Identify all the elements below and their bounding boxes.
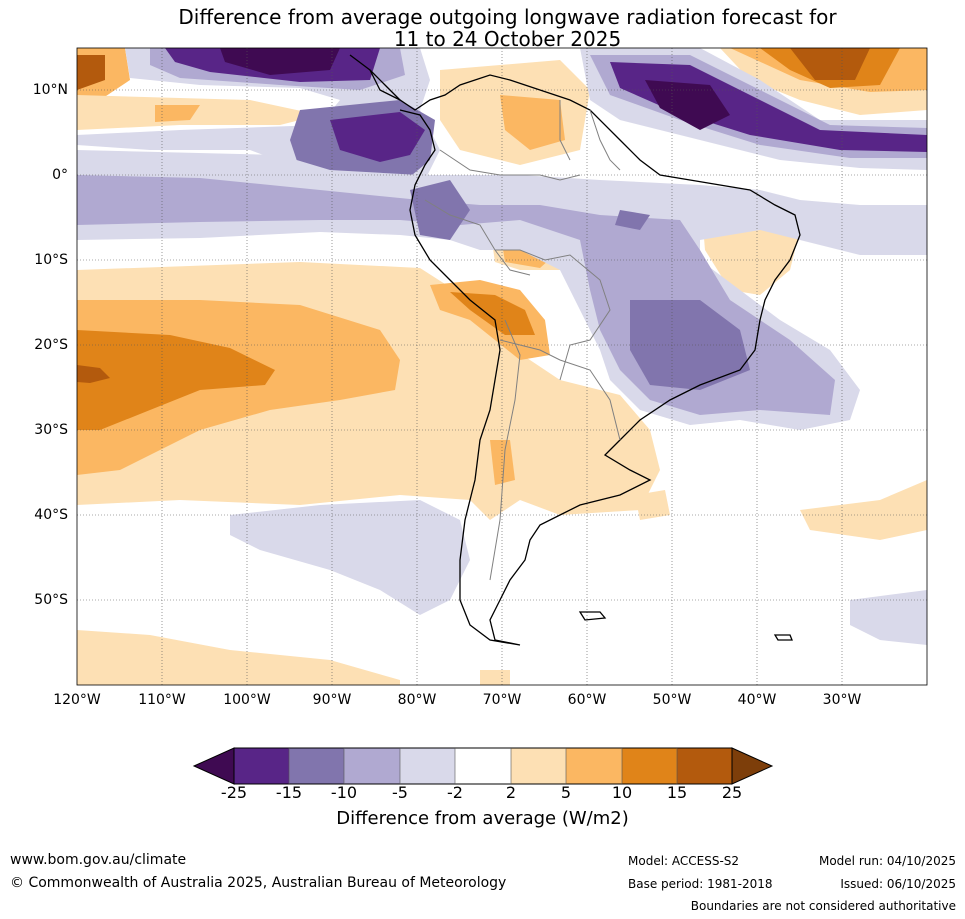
colorbar-tick: 5 (560, 783, 572, 802)
map-title-line2: 11 to 24 October 2025 (393, 27, 622, 51)
colorbar-tick: -5 (392, 783, 408, 802)
colorbar-tick: 15 (666, 783, 688, 802)
colorbar-tick: -15 (275, 783, 303, 802)
map-title-line1: Difference from average outgoing longwav… (178, 5, 837, 29)
lon-label: 50°W (652, 692, 692, 708)
copyright-text: © Commonwealth of Australia 2025, Austra… (10, 875, 507, 891)
lon-label: 40°W (737, 692, 777, 708)
colorbar-swatch (400, 748, 455, 784)
lat-label: 50°S (34, 592, 68, 608)
lon-label: 120°W (53, 692, 101, 708)
colorbar-tick: 2 (505, 783, 517, 802)
lon-label: 110°W (138, 692, 186, 708)
base-period: Base period: 1981-2018 (628, 877, 773, 891)
boundaries-disclaimer: Boundaries are not considered authoritat… (690, 899, 956, 913)
lat-label: 0° (52, 167, 68, 183)
colorbar-swatch (677, 748, 732, 784)
country-borders (424, 100, 621, 581)
graticule (77, 48, 927, 685)
colorbar-low-extend (192, 747, 235, 785)
issued-date: Issued: 06/10/2025 (840, 877, 956, 891)
lon-label: 70°W (482, 692, 522, 708)
colorbar-label: Difference from average (W/m2) (336, 808, 629, 829)
colorbar (192, 747, 774, 785)
colorbar-tick: -25 (220, 783, 248, 802)
website-link[interactable]: www.bom.gov.au/climate (10, 852, 187, 868)
lon-label: 60°W (567, 692, 607, 708)
colorbar-swatch (511, 748, 566, 784)
colorbar-tick: 10 (611, 783, 633, 802)
lat-label: 10°N (32, 82, 68, 98)
colorbar-tick: -2 (447, 783, 463, 802)
colorbar-swatch (455, 748, 511, 784)
lon-label: 90°W (312, 692, 352, 708)
lat-label: 20°S (34, 337, 68, 353)
lon-label: 80°W (397, 692, 437, 708)
colorbar-tick: -10 (330, 783, 358, 802)
lat-label: 30°S (34, 422, 68, 438)
colorbar-high-extend (731, 747, 774, 785)
colorbar-swatch (234, 748, 289, 784)
lon-label: 100°W (223, 692, 271, 708)
anomaly-field (77, 48, 927, 685)
colorbar-tick: 25 (721, 783, 743, 802)
colorbar-swatch (622, 748, 677, 784)
colorbar-swatch (344, 748, 400, 784)
coastline (349, 54, 801, 646)
colorbar-swatch (566, 748, 622, 784)
colorbar-swatch (289, 748, 344, 784)
model-run-date: Model run: 04/10/2025 (818, 854, 956, 868)
map-frame (76, 47, 928, 686)
lon-label: 30°W (822, 692, 862, 708)
lat-label: 10°S (34, 252, 68, 268)
model-name: Model: ACCESS-S2 (628, 854, 740, 868)
lat-label: 40°S (34, 507, 68, 523)
